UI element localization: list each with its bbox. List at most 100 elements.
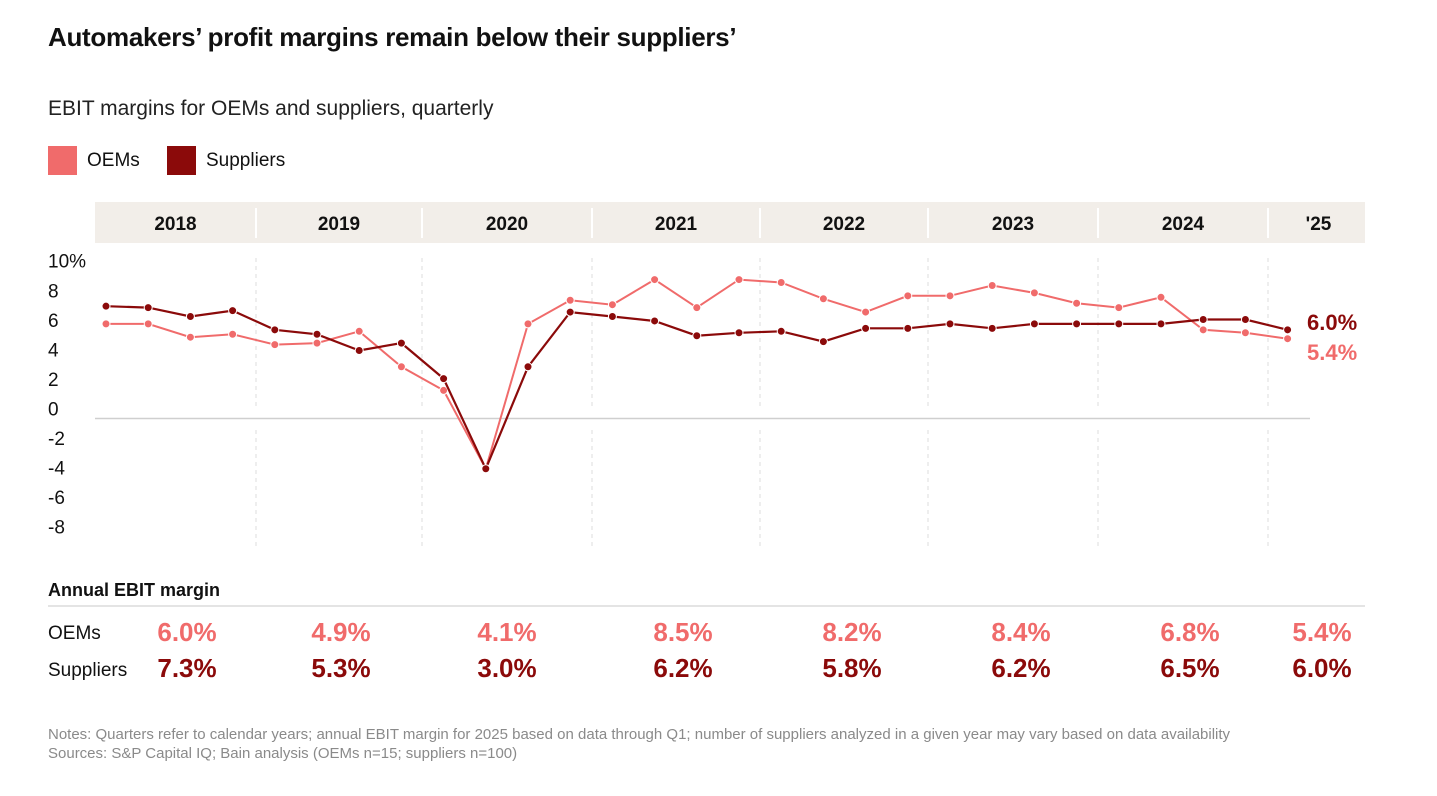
annual-value-oems: 6.8%: [1160, 617, 1220, 647]
data-point-oems: [818, 294, 828, 304]
data-point-suppliers: [607, 312, 617, 322]
annual-divider: [48, 605, 1365, 607]
data-point-suppliers: [692, 331, 702, 341]
end-label-suppliers: 6.0%: [1307, 310, 1357, 335]
data-point-oems: [903, 291, 913, 301]
data-point-suppliers: [439, 374, 449, 384]
annual-value-suppliers: 6.5%: [1160, 653, 1220, 683]
year-label: 2020: [486, 214, 528, 235]
annual-value-suppliers: 6.0%: [1292, 653, 1352, 683]
data-point-oems: [1029, 288, 1039, 298]
data-point-suppliers: [481, 464, 491, 474]
legend-item-oems: OEMs: [48, 146, 140, 175]
data-point-oems: [987, 280, 997, 290]
data-point-suppliers: [818, 337, 828, 347]
year-label: '25: [1306, 214, 1332, 235]
annual-value-oems: 4.9%: [311, 617, 371, 647]
data-point-suppliers: [861, 323, 871, 333]
y-tick-label: 4: [48, 340, 59, 361]
annual-value-suppliers: 7.3%: [157, 653, 217, 683]
data-point-oems: [776, 278, 786, 288]
data-point-suppliers: [1156, 319, 1166, 329]
data-point-suppliers: [185, 312, 195, 322]
data-point-oems: [312, 338, 322, 348]
data-point-suppliers: [945, 319, 955, 329]
y-tick-label: 0: [48, 400, 59, 421]
annual-row-label-suppliers: Suppliers: [48, 660, 128, 681]
data-point-oems: [101, 319, 111, 329]
annual-value-oems: 4.1%: [477, 617, 537, 647]
data-point-oems: [1114, 303, 1124, 313]
year-label: 2022: [823, 214, 865, 235]
data-point-oems: [1156, 292, 1166, 302]
data-point-suppliers: [523, 362, 533, 372]
sources-text: Sources: S&P Capital IQ; Bain analysis (…: [48, 745, 518, 762]
series-line-suppliers: [105, 305, 1288, 472]
year-label: 2019: [318, 214, 360, 235]
end-label-oems: 5.4%: [1307, 340, 1357, 365]
notes-text: Notes: Quarters refer to calendar years;…: [48, 726, 1231, 743]
chart-subtitle: EBIT margins for OEMs and suppliers, qua…: [48, 97, 494, 120]
y-tick-label: -6: [48, 488, 65, 509]
data-point-oems: [692, 303, 702, 313]
data-point-suppliers: [565, 307, 575, 317]
annual-value-oems: 8.5%: [653, 617, 713, 647]
data-point-suppliers: [1283, 325, 1293, 335]
data-point-suppliers: [1240, 314, 1250, 324]
year-label: 2024: [1162, 214, 1205, 235]
data-point-suppliers: [312, 329, 322, 339]
data-point-oems: [607, 300, 617, 310]
data-point-suppliers: [101, 301, 111, 311]
data-point-suppliers: [228, 306, 238, 316]
data-point-oems: [945, 291, 955, 301]
year-label: 2021: [655, 214, 698, 235]
year-label: 2023: [992, 214, 1034, 235]
legend-label-oems: OEMs: [87, 149, 140, 171]
data-point-suppliers: [1072, 319, 1082, 329]
data-point-suppliers: [650, 316, 660, 326]
year-header-band: [95, 202, 1365, 243]
y-tick-label: 8: [48, 281, 59, 302]
annual-value-suppliers: 6.2%: [653, 653, 713, 683]
data-point-suppliers: [734, 328, 744, 338]
data-point-oems: [143, 319, 153, 329]
data-point-suppliers: [776, 326, 786, 336]
annual-row-label-oems: OEMs: [48, 623, 101, 644]
data-point-oems: [185, 332, 195, 342]
data-point-suppliers: [1198, 314, 1208, 324]
footnotes: Notes: Quarters refer to calendar years;…: [48, 725, 1230, 763]
annual-value-oems: 6.0%: [157, 617, 217, 647]
chart-title: Automakers’ profit margins remain below …: [48, 22, 737, 52]
annual-value-oems: 8.2%: [822, 617, 882, 647]
y-tick-label: -4: [48, 459, 65, 480]
line-chart: 2018 2019 2020 2021 2022 2023 2024 '25 10% 8 6 4 2 0 -…: [48, 202, 1365, 550]
data-point-oems: [1240, 328, 1250, 338]
y-tick-label: 10%: [48, 252, 86, 273]
year-label: 2018: [154, 214, 196, 235]
annual-value-oems: 5.4%: [1292, 617, 1352, 647]
data-point-suppliers: [270, 325, 280, 335]
data-point-oems: [861, 307, 871, 317]
data-point-suppliers: [143, 303, 153, 313]
legend-label-suppliers: Suppliers: [206, 149, 286, 171]
annual-value-suppliers: 5.8%: [822, 653, 882, 683]
data-point-oems: [1283, 334, 1293, 344]
data-point-oems: [439, 385, 449, 395]
data-point-oems: [396, 362, 406, 372]
data-point-suppliers: [354, 346, 364, 356]
data-point-oems: [523, 319, 533, 329]
data-point-oems: [1072, 298, 1082, 308]
data-point-suppliers: [396, 338, 406, 348]
annual-value-suppliers: 5.3%: [311, 653, 371, 683]
y-tick-label: 6: [48, 311, 59, 332]
annual-heading: Annual EBIT margin: [48, 580, 221, 600]
data-point-oems: [734, 275, 744, 285]
data-point-oems: [270, 340, 280, 350]
annual-value-suppliers: 3.0%: [477, 653, 537, 683]
data-point-oems: [1198, 325, 1208, 335]
data-point-suppliers: [987, 323, 997, 333]
data-point-suppliers: [903, 323, 913, 333]
data-point-suppliers: [1029, 319, 1039, 329]
annual-value-oems: 8.4%: [991, 617, 1051, 647]
